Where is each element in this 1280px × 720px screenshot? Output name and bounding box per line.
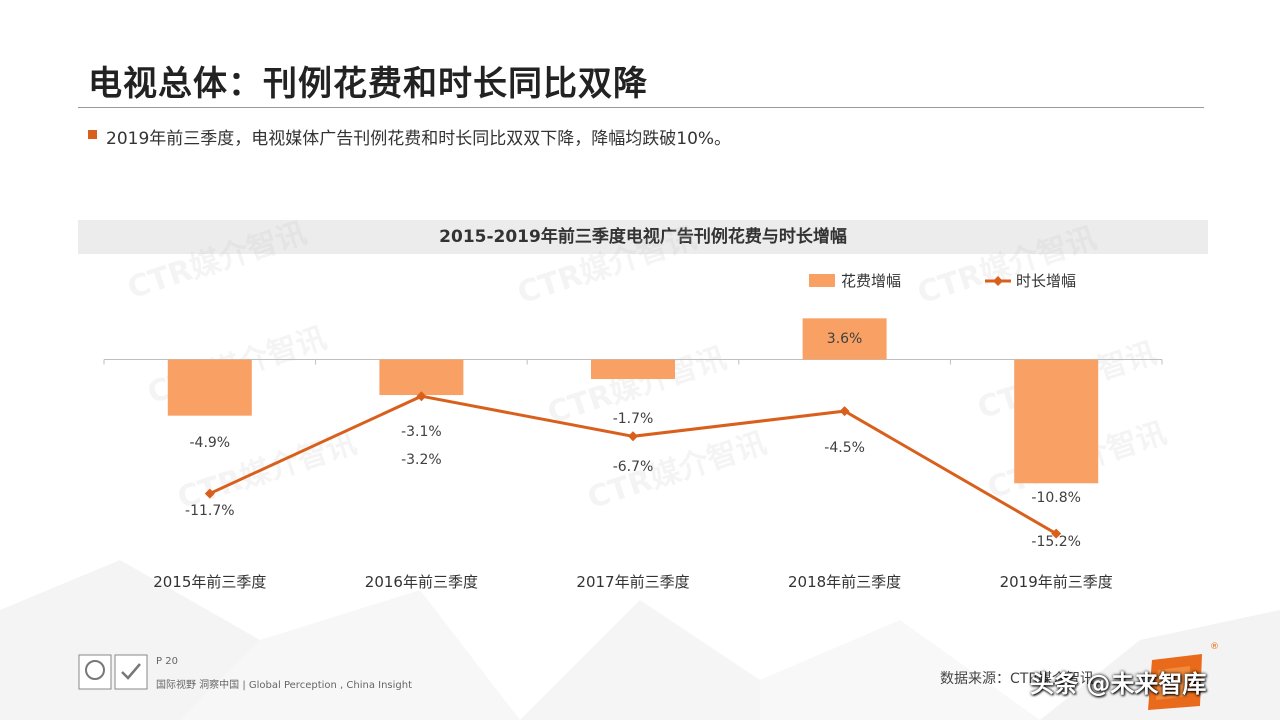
line-marker <box>839 406 850 417</box>
bar-data-label: -4.9% <box>189 435 230 451</box>
x-tick-label: 2019年前三季度 <box>1000 573 1113 591</box>
watermark-text: CTR媒介智讯 <box>913 221 1100 312</box>
brand-logo <box>1148 654 1202 710</box>
bar-data-label: -3.1% <box>401 424 442 440</box>
legend-swatch-marker <box>993 276 1003 286</box>
bar-expenditure <box>591 359 675 380</box>
line-marker <box>204 488 215 499</box>
line-data-label: -11.7% <box>185 503 235 519</box>
watermark-text: CTR媒介智讯 <box>513 221 700 312</box>
footer-tagline: 国际视野 洞察中国 | Global Perception , China In… <box>156 680 413 691</box>
page-title: 电视总体：刊例花费和时长同比双降 <box>88 64 648 104</box>
data-source: 数据来源：CTR媒介智讯 <box>940 671 1095 687</box>
line-data-label: -4.5% <box>824 440 865 456</box>
line-marker <box>416 391 427 402</box>
chart-title: 2015-2019年前三季度电视广告刊例花费与时长增幅 <box>78 220 1208 254</box>
line-marker <box>1051 528 1062 539</box>
bar-data-label: -10.8% <box>1031 490 1081 506</box>
bar-expenditure <box>802 318 887 360</box>
certification-logos <box>78 654 148 690</box>
x-tick-label: 2015年前三季度 <box>153 573 266 591</box>
legend-label-line: 时长增幅 <box>1016 272 1076 290</box>
line-data-label: -15.2% <box>1031 534 1081 550</box>
bar-data-label: 3.6% <box>827 331 863 347</box>
watermark-text: CTR媒介智讯 <box>583 426 770 517</box>
legend-label-bar: 花费增幅 <box>841 272 901 290</box>
page-number: P 20 <box>156 656 178 667</box>
line-marker <box>628 431 638 442</box>
bar-expenditure <box>167 359 252 416</box>
registered-icon: ® <box>1210 642 1219 652</box>
watermark-overlay: 头条 @未来智库 <box>1030 670 1207 698</box>
bar-data-label: -1.7% <box>613 411 654 427</box>
x-tick-label: 2016年前三季度 <box>365 573 478 591</box>
line-data-label: -3.2% <box>401 452 442 468</box>
line-data-label: -6.7% <box>613 459 654 475</box>
x-tick-label: 2017年前三季度 <box>576 573 689 591</box>
x-tick-label: 2018年前三季度 <box>788 573 901 591</box>
bar-expenditure <box>1014 359 1099 484</box>
legend-swatch-bar <box>809 274 835 287</box>
bullet-square-icon <box>88 130 97 139</box>
bar-expenditure <box>379 359 464 396</box>
bullet-text: 2019年前三季度，电视媒体广告刊例花费和时长同比双双下降，降幅均跌破10%。 <box>106 129 732 149</box>
watermark-text: CTR媒介智讯 <box>123 216 310 307</box>
title-divider <box>78 107 1204 108</box>
